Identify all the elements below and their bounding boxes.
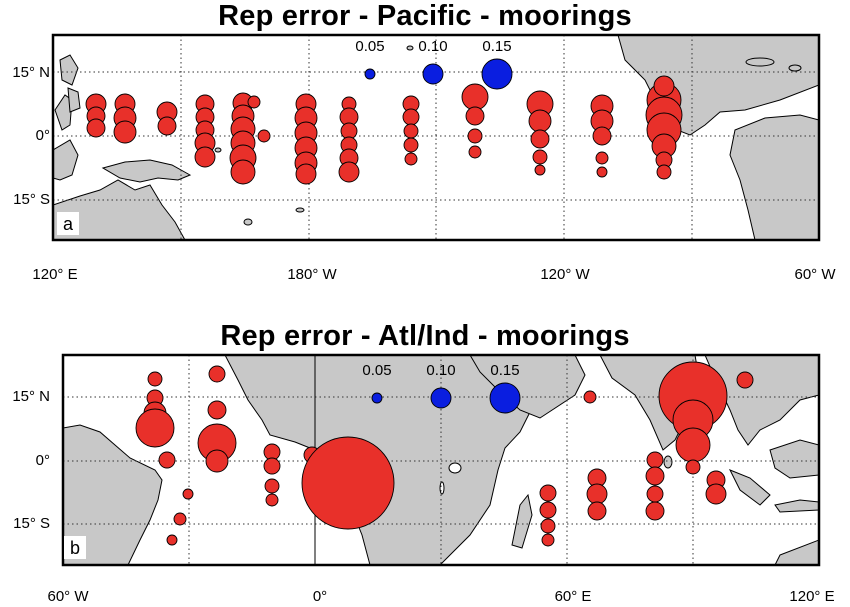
mooring-marker <box>595 151 609 165</box>
mooring-marker <box>540 518 556 534</box>
panel-b-markers <box>135 361 754 547</box>
mooring-marker <box>534 164 546 176</box>
panel-a-frame <box>51 33 821 242</box>
mooring-marker <box>205 449 229 473</box>
mooring-marker <box>86 118 106 138</box>
mooring-marker <box>736 371 754 389</box>
mooring-marker <box>265 493 279 507</box>
panel-a-scale-label-015: 0.15 <box>482 38 512 55</box>
panel-b-scale-label-015: 0.15 <box>490 362 520 379</box>
panel-a-letter: a <box>57 212 80 235</box>
mooring-marker <box>403 123 419 139</box>
mooring-marker <box>461 83 489 111</box>
scale-marker-005 <box>371 392 383 404</box>
mooring-marker <box>646 451 664 469</box>
panel-b-title: Rep error - Atl/Ind - moorings <box>220 320 630 352</box>
mooring-marker <box>264 478 280 494</box>
mooring-marker <box>257 129 271 143</box>
mooring-marker <box>166 534 178 546</box>
panel-a-lon-60w: 60° W <box>794 266 836 283</box>
mooring-marker <box>113 120 137 144</box>
panel-b-lat-15n: 15° N <box>12 388 50 405</box>
panel-b-frame <box>61 353 821 567</box>
mooring-marker <box>403 137 419 153</box>
panel-a-lat-0: 0° <box>35 127 50 144</box>
panel-a-lat-15s: 15° S <box>13 191 50 208</box>
mooring-marker <box>194 146 216 168</box>
mooring-marker <box>541 533 555 547</box>
mooring-marker <box>247 95 261 109</box>
panel-a-lon-180w: 180° W <box>287 266 337 283</box>
panel-a-lon-120w: 120° W <box>540 266 590 283</box>
mooring-marker <box>645 466 665 486</box>
mooring-marker <box>338 161 360 183</box>
mooring-marker <box>182 488 194 500</box>
panel-b-map <box>61 353 821 567</box>
panel-b-lon-0: 0° <box>312 588 328 605</box>
mooring-marker <box>586 483 608 505</box>
mooring-marker <box>539 501 557 519</box>
mooring-marker <box>705 483 727 505</box>
mooring-marker <box>208 365 226 383</box>
panel-b-scale-markers <box>371 382 521 414</box>
mooring-marker <box>158 451 176 469</box>
mooring-marker <box>587 501 607 521</box>
mooring-marker <box>207 400 227 420</box>
mooring-marker <box>465 106 485 126</box>
mooring-marker <box>157 116 177 136</box>
mooring-marker <box>685 459 701 475</box>
mooring-marker <box>528 109 552 133</box>
panel-b-letter: b <box>64 536 87 559</box>
panel-b-lon-120e: 120° E <box>789 588 835 605</box>
mooring-marker <box>402 108 420 126</box>
mooring-marker <box>467 128 483 144</box>
mooring-marker <box>596 166 608 178</box>
mooring-marker <box>147 371 163 387</box>
mooring-marker <box>263 457 281 475</box>
mooring-marker <box>645 501 665 521</box>
scale-marker-015 <box>489 382 521 414</box>
mooring-marker <box>583 390 597 404</box>
mooring-marker <box>530 129 550 149</box>
mooring-marker <box>135 408 175 448</box>
panel-a-scale-markers <box>364 58 513 90</box>
panel-a-markers <box>85 75 683 185</box>
mooring-marker <box>675 427 711 463</box>
panel-b-scale-label-005: 0.05 <box>362 362 392 379</box>
panel-b-lon-60e: 60° E <box>554 588 592 605</box>
panel-b-scale-label-010: 0.10 <box>426 362 456 379</box>
mooring-marker <box>295 163 317 185</box>
mooring-marker <box>230 159 256 185</box>
scale-marker-005 <box>364 68 376 80</box>
panel-a-map <box>51 33 821 242</box>
scale-marker-015 <box>481 58 513 90</box>
panel-a-title: Rep error - Pacific - moorings <box>218 0 632 32</box>
mooring-marker <box>653 75 675 97</box>
mooring-marker <box>468 145 482 159</box>
panel-a-scale-label-010: 0.10 <box>418 38 448 55</box>
panel-a-scale-label-005: 0.05 <box>355 38 385 55</box>
mooring-marker <box>656 164 672 180</box>
panel-a-lat-15n: 15° N <box>12 64 50 81</box>
panel-a-lon-120e: 120° E <box>32 266 78 283</box>
mooring-marker <box>404 152 418 166</box>
panel-b-lon-60w: 60° W <box>47 588 89 605</box>
scale-marker-010 <box>422 63 444 85</box>
mooring-marker <box>592 126 612 146</box>
panel-b-lat-15s: 15° S <box>13 515 50 532</box>
mooring-marker <box>532 149 548 165</box>
scale-marker-010 <box>430 387 452 409</box>
mooring-marker <box>646 485 664 503</box>
mooring-marker <box>173 512 187 526</box>
panel-b-lat-0: 0° <box>35 452 50 469</box>
mooring-marker <box>301 436 395 530</box>
mooring-marker <box>539 484 557 502</box>
